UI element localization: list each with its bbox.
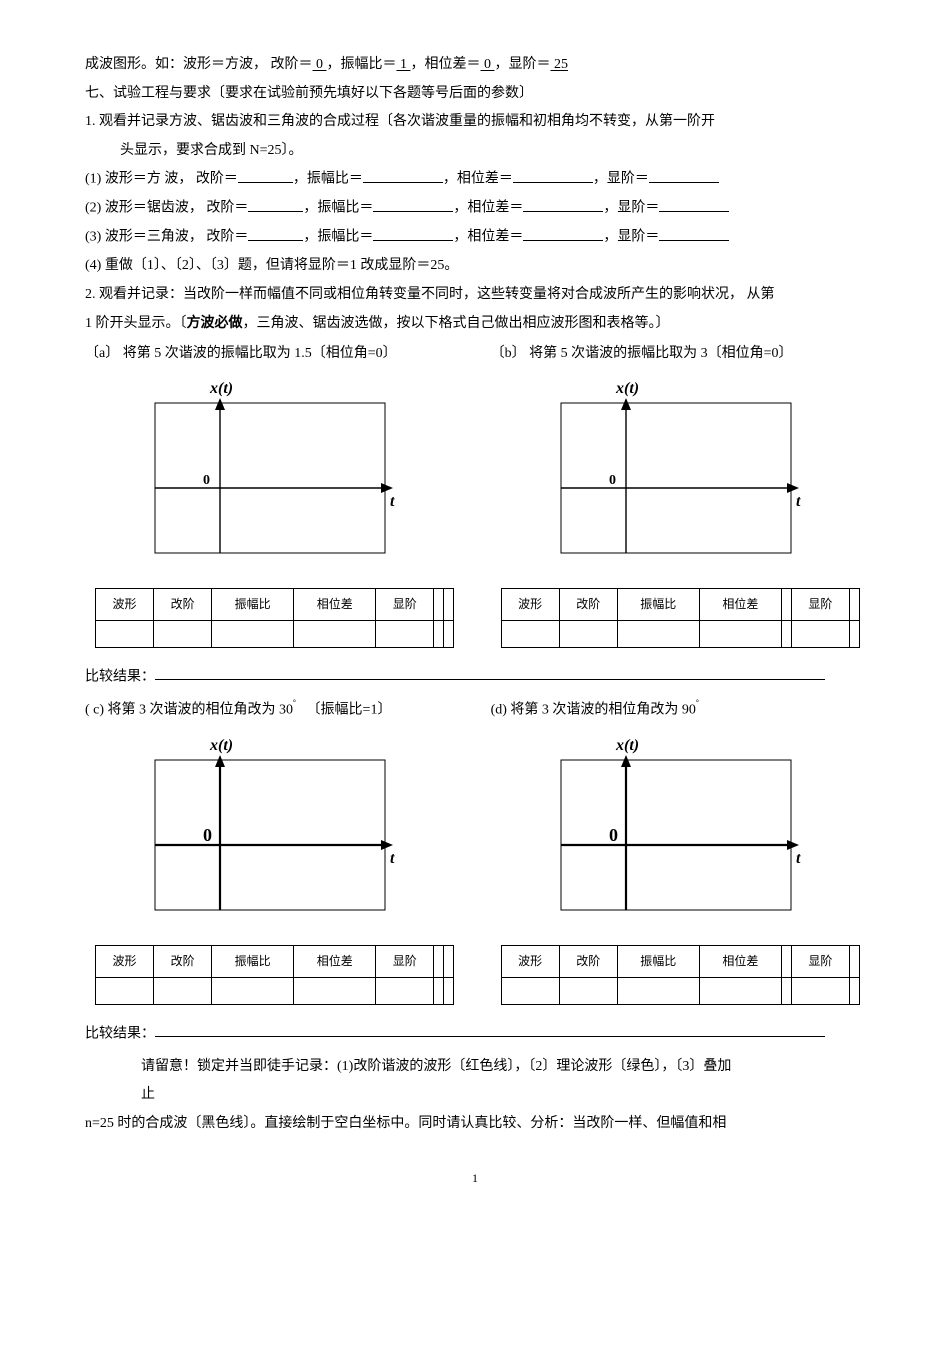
intro-v3: 25 xyxy=(551,57,569,72)
axis-b: x(t) 0 t xyxy=(531,378,821,578)
svg-text:x(t): x(t) xyxy=(209,380,233,397)
option-b: 〔b〕 将第 5 次谐波的振幅比取为 3〔相位角=0〕 xyxy=(491,341,865,368)
note-1: 请留意！锁定并当即徒手记录：(1)改阶谐波的波形〔红色线〕，〔2〕理论波形〔绿色… xyxy=(85,1054,865,1081)
option-d: (d) 将第 3 次谐波的相位角改为 90゜ xyxy=(491,696,865,724)
note-1b: 止 xyxy=(85,1082,865,1109)
item-1b: 头显示，要求合成到 N=25〕。 xyxy=(85,138,865,165)
intro-prefix: 成波图形。如：波形＝方波， 改阶＝ xyxy=(85,57,313,72)
svg-text:x(t): x(t) xyxy=(615,380,639,397)
svg-text:t: t xyxy=(390,850,395,867)
intro-v0: 0 xyxy=(313,57,327,72)
intro-line: 成波图形。如：波形＝方波， 改阶＝ 0 ，振幅比＝ 1 ，相位差＝ 0 ，显阶＝… xyxy=(85,52,865,79)
svg-text:t: t xyxy=(796,850,801,867)
option-a: 〔a〕 将第 5 次谐波的振幅比取为 1.5〔相位角=0〕 xyxy=(85,341,459,368)
svg-text:0: 0 xyxy=(609,473,616,488)
svg-text:0: 0 xyxy=(609,825,618,845)
table-a: 波形改阶振幅比相位差显阶 xyxy=(95,588,454,648)
section-7-title: 七、试验工程与要求〔要求在试验前预先填好以下各题等号后面的参数〕 xyxy=(85,81,865,108)
svg-text:t: t xyxy=(390,493,395,510)
compare-blank-1[interactable] xyxy=(155,664,825,680)
item-2b: 1 阶开头显示。〔方波必做，三角波、锯齿波选做，按以下格式自己做出相应波形图和表… xyxy=(85,311,865,338)
page-number: 1 xyxy=(85,1167,865,1190)
intro-v1: 1 xyxy=(397,57,411,72)
svg-text:0: 0 xyxy=(203,825,212,845)
axis-a: x(t) 0 t xyxy=(125,378,415,578)
axis-c: x(t) 0 t xyxy=(125,735,415,935)
svg-text:t: t xyxy=(796,493,801,510)
bold-note: 方波必做 xyxy=(187,316,243,331)
table-c: 波形改阶振幅比相位差显阶 xyxy=(95,945,454,1005)
option-c: ( c) 将第 3 次谐波的相位角改为 30゜ 〔振幅比=1〕 xyxy=(85,696,459,724)
svg-text:x(t): x(t) xyxy=(615,737,639,754)
options-row-ab: 〔a〕 将第 5 次谐波的振幅比取为 1.5〔相位角=0〕 x(t) 0 t 波… xyxy=(85,341,865,651)
item-1: 1. 观看并记录方波、锯齿波和三角波的合成过程〔各次谐波重量的振幅和初相角均不转… xyxy=(85,109,865,136)
svg-text:0: 0 xyxy=(203,473,210,488)
param-row: (3) 波形＝三角波， 改阶＝，振幅比＝，相位差＝，显阶＝ xyxy=(85,224,865,251)
compare-1: 比较结果： xyxy=(85,664,865,691)
param-row: (1) 波形＝方 波， 改阶＝，振幅比＝，相位差＝，显阶＝ xyxy=(85,166,865,193)
axis-d: x(t) 0 t xyxy=(531,735,821,935)
compare-blank-2[interactable] xyxy=(155,1021,825,1037)
item-2: 2. 观看并记录：当改阶一样而幅值不同或相位角转变量不同时，这些转变量将对合成波… xyxy=(85,282,865,309)
table-d: 波形改阶振幅比相位差显阶 xyxy=(501,945,860,1005)
note-2: n=25 时的合成波〔黑色线〕。直接绘制于空白坐标中。同时请认真比较、分析：当改… xyxy=(85,1111,865,1138)
item-4: (4) 重做〔1〕、〔2〕、〔3〕题，但请将显阶＝1 改成显阶＝25。 xyxy=(85,253,865,280)
param-row: (2) 波形＝锯齿波， 改阶＝，振幅比＝，相位差＝，显阶＝ xyxy=(85,195,865,222)
options-row-cd: ( c) 将第 3 次谐波的相位角改为 30゜ 〔振幅比=1〕 x(t) 0 t… xyxy=(85,696,865,1008)
compare-2: 比较结果： xyxy=(85,1021,865,1048)
intro-v2: 0 xyxy=(481,57,495,72)
svg-text:x(t): x(t) xyxy=(209,737,233,754)
table-b: 波形改阶振幅比相位差显阶 xyxy=(501,588,860,648)
